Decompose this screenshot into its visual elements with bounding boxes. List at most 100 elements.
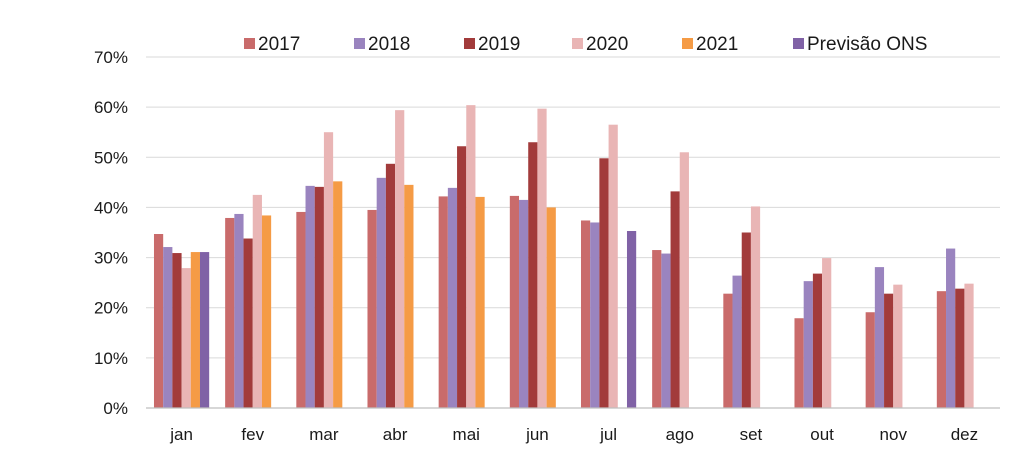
y-tick-label: 10% <box>94 349 128 368</box>
bar-nov-2019 <box>884 293 894 408</box>
bar-dez-2017 <box>936 291 947 408</box>
bar-mar-2018 <box>305 185 315 408</box>
bar-ago-2018 <box>661 253 671 408</box>
bar-set-2018 <box>732 275 742 408</box>
bar-jan-2021 <box>190 252 200 408</box>
bar-jul-2018 <box>590 222 600 408</box>
bar-fev-2019 <box>243 238 253 408</box>
x-tick-label: ago <box>666 425 694 444</box>
bar-jun-2018 <box>519 199 529 408</box>
bar-jun-2021 <box>546 207 556 408</box>
x-axis-labels: jan fev mar abr mai jun jul ago set out nov dez <box>169 425 978 444</box>
bar-mai-2020 <box>466 105 476 408</box>
legend-label: 2020 <box>586 34 628 55</box>
bar-jan-previs-o-ons <box>199 252 210 408</box>
bar-set-2020 <box>750 206 761 408</box>
y-axis: 0% 10% 20% 30% 40% 50% 60% 70% <box>94 48 128 418</box>
bar-mar-2020 <box>323 132 334 408</box>
bar-nov-2018 <box>874 267 885 408</box>
bar-nov-2020 <box>893 284 903 408</box>
bar-fev-2017 <box>225 217 235 408</box>
legend-swatch <box>464 38 475 49</box>
legend-swatch <box>682 38 693 49</box>
bar-jul-2019 <box>599 158 609 408</box>
x-tick-label: jul <box>599 425 617 444</box>
x-tick-label: mai <box>453 425 480 444</box>
bar-mar-2017 <box>296 211 306 408</box>
x-tick-label: jun <box>525 425 549 444</box>
bar-abr-2018 <box>376 177 386 408</box>
legend-item: 2021 <box>682 34 738 55</box>
bars <box>153 105 974 409</box>
legend: 2017 2018 2019 2020 2021 Previsão ONS <box>244 34 927 55</box>
bar-fev-2018 <box>234 213 244 408</box>
legend-swatch <box>572 38 583 49</box>
legend-label: 2021 <box>696 34 738 55</box>
bar-jun-2019 <box>528 142 538 409</box>
bar-mai-2019 <box>457 146 467 408</box>
bar-dez-2018 <box>946 248 956 408</box>
bar-jul-previs-o-ons <box>626 231 637 408</box>
bar-nov-2017 <box>865 312 875 408</box>
legend-swatch <box>354 38 365 49</box>
legend-label: 2017 <box>258 34 300 55</box>
bar-jul-2017 <box>580 220 591 408</box>
bar-dez-2019 <box>955 288 965 408</box>
bar-jan-2017 <box>153 234 164 408</box>
bar-abr-2020 <box>395 110 405 409</box>
x-tick-label: abr <box>383 425 408 444</box>
bar-mar-2019 <box>314 186 324 408</box>
bar-abr-2017 <box>367 209 377 408</box>
gridlines <box>146 56 1000 359</box>
bar-jan-2020 <box>181 268 191 408</box>
legend-item: Previsão ONS <box>793 34 927 55</box>
bar-set-2019 <box>741 232 751 408</box>
y-tick-label: 50% <box>94 148 128 167</box>
bar-fev-2020 <box>252 194 262 408</box>
legend-item: 2018 <box>354 34 410 55</box>
bar-out-2020 <box>822 258 832 408</box>
bar-fev-2021 <box>261 215 272 408</box>
legend-item: 2017 <box>244 34 300 55</box>
bar-out-2019 <box>812 273 823 408</box>
bar-abr-2019 <box>385 163 396 408</box>
bar-dez-2020 <box>964 283 974 408</box>
x-tick-label: fev <box>241 425 264 444</box>
bar-jun-2020 <box>537 108 547 409</box>
legend-swatch <box>244 38 255 49</box>
legend-item: 2019 <box>464 34 520 55</box>
x-tick-label: out <box>810 425 834 444</box>
legend-label: 2018 <box>368 34 410 55</box>
legend-item: 2020 <box>572 34 628 55</box>
x-tick-label: set <box>740 425 763 444</box>
bar-jan-2019 <box>172 253 182 408</box>
x-tick-label: mar <box>309 425 339 444</box>
y-tick-label: 70% <box>94 48 128 67</box>
x-tick-label: nov <box>880 425 908 444</box>
bar-jun-2017 <box>509 195 520 408</box>
bar-mar-2021 <box>333 181 343 408</box>
x-tick-label: dez <box>951 425 978 444</box>
bar-jan-2018 <box>163 247 173 408</box>
y-tick-label: 30% <box>94 249 128 268</box>
y-tick-label: 40% <box>94 198 128 217</box>
bar-ago-2017 <box>652 250 662 408</box>
bar-abr-2021 <box>404 184 414 408</box>
bar-out-2018 <box>803 281 813 408</box>
bar-out-2017 <box>794 318 804 408</box>
bar-mai-2017 <box>438 196 448 408</box>
bar-jul-2020 <box>608 124 618 408</box>
y-tick-label: 0% <box>103 399 128 418</box>
y-tick-label: 20% <box>94 299 128 318</box>
legend-swatch <box>793 38 804 49</box>
bar-ago-2019 <box>670 191 680 408</box>
legend-label: Previsão ONS <box>807 34 927 55</box>
bar-ago-2020 <box>679 152 689 408</box>
legend-label: 2019 <box>478 34 520 55</box>
bar-mai-2018 <box>447 187 458 408</box>
y-tick-label: 60% <box>94 98 128 117</box>
bar-set-2017 <box>723 293 733 408</box>
bar-mai-2021 <box>475 196 485 408</box>
